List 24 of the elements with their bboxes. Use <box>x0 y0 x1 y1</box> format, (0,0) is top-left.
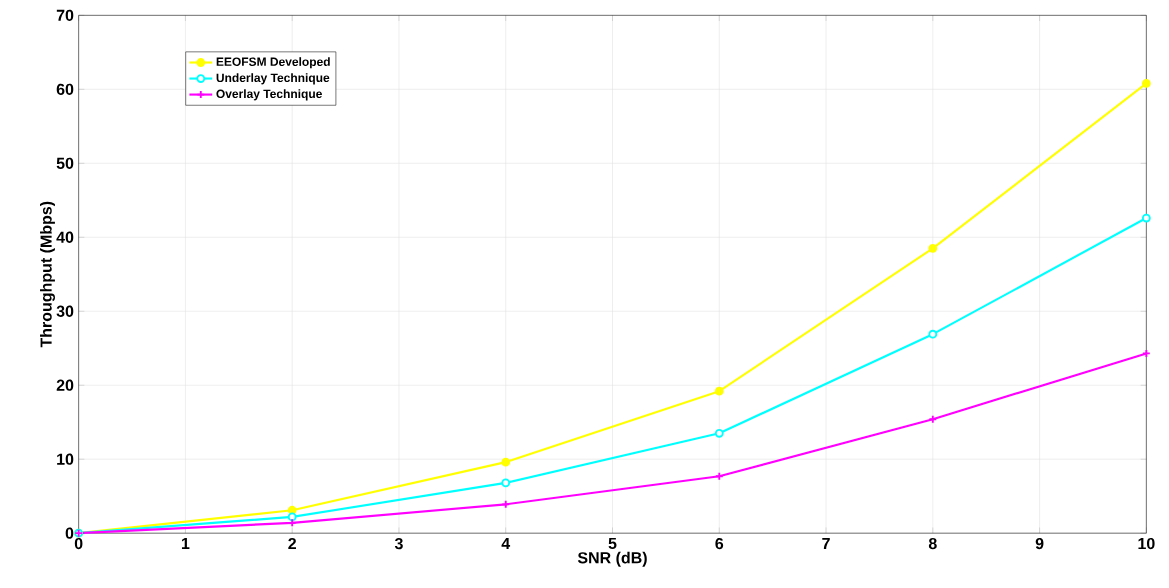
x-tick-label: 6 <box>715 537 724 550</box>
x-tick-label: 9 <box>1035 537 1044 550</box>
y-tick-label: 60 <box>56 83 74 96</box>
y-tick-label: 70 <box>56 9 74 22</box>
legend-label: Overlay Technique <box>216 89 322 101</box>
x-tick-label: 10 <box>1138 537 1155 550</box>
x-tick-label: 0 <box>74 537 83 550</box>
y-tick-label: 50 <box>56 157 74 170</box>
x-tick-label: 1 <box>181 537 190 549</box>
x-tick-label: 7 <box>822 537 830 549</box>
x-tick-label: 5 <box>608 537 617 550</box>
x-tick-label: 8 <box>928 537 937 550</box>
y-tick-label: 10 <box>57 453 74 465</box>
x-axis-title: SNR (dB) <box>577 551 647 567</box>
x-tick-label: 2 <box>288 537 296 550</box>
legend-label: EEOFSM Developed <box>216 57 330 69</box>
y-tick-label: 30 <box>56 305 74 317</box>
x-tick-label: 3 <box>394 537 403 550</box>
y-tick-label: 0 <box>65 527 74 539</box>
legend-label: Underlay Technique <box>216 73 330 85</box>
y-axis-title: Throughput (Mbps) <box>40 201 55 348</box>
x-tick-label: 4 <box>501 537 511 549</box>
y-tick-label: 40 <box>56 231 74 243</box>
y-tick-label: 20 <box>56 379 74 391</box>
